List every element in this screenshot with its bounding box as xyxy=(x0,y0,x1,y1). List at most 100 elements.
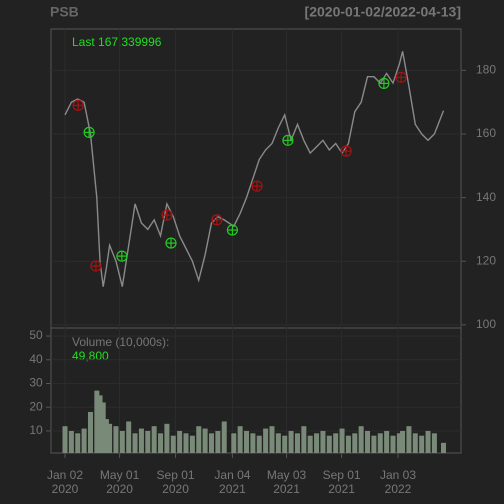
volume-bar xyxy=(288,430,294,453)
volume-bar xyxy=(68,430,74,453)
last-volume: 49,800 xyxy=(72,349,109,363)
volume-bar xyxy=(208,433,214,453)
volume-bar xyxy=(100,402,106,453)
volume-bar xyxy=(263,428,269,453)
volume-bar xyxy=(196,426,202,453)
volume-bar xyxy=(215,430,221,453)
volume-bar xyxy=(365,430,371,453)
volume-bar xyxy=(132,433,138,453)
volume-bar xyxy=(103,419,109,453)
volume-bar xyxy=(221,421,227,453)
last-price: Last 167.339996 xyxy=(72,35,162,49)
volume-bar xyxy=(87,411,93,453)
volume-bar xyxy=(183,433,189,453)
volume-bar xyxy=(94,390,100,453)
volume-bar xyxy=(301,426,307,453)
volume-bar xyxy=(126,421,132,453)
sell-signal xyxy=(251,180,263,192)
volume-bar xyxy=(425,430,431,453)
y2-tick-label: 30 xyxy=(29,376,43,390)
volume-bar xyxy=(237,426,243,453)
volume-bar xyxy=(431,433,437,453)
chart-title: PSB xyxy=(50,4,79,20)
volume-bar xyxy=(177,430,183,453)
volume-bar xyxy=(320,430,326,453)
y2-tick-label: 40 xyxy=(29,352,43,366)
x-tick-label: May 01 2020 xyxy=(100,468,140,496)
buy-signal xyxy=(83,126,95,138)
volume-bar xyxy=(170,435,176,453)
y2-tick-label: 50 xyxy=(29,328,43,342)
volume-bar xyxy=(419,435,425,453)
y2-tick-label: 10 xyxy=(29,423,43,437)
buy-signal xyxy=(165,237,177,249)
volume-bar xyxy=(189,435,195,453)
volume-bar xyxy=(275,433,281,453)
volume-bar xyxy=(145,430,151,453)
volume-bar xyxy=(119,430,125,453)
volume-bar xyxy=(333,433,339,453)
x-tick-label: Sep 01 2021 xyxy=(323,468,361,496)
volume-bar xyxy=(352,433,358,453)
buy-signal xyxy=(226,224,239,236)
volume-bar xyxy=(339,428,345,453)
volume-bar xyxy=(326,435,332,453)
y2-tick-label: 20 xyxy=(29,399,43,413)
volume-bar xyxy=(269,426,275,453)
x-tick-label: Jan 02 2020 xyxy=(47,468,83,496)
volume-bar xyxy=(377,433,383,453)
buy-signal xyxy=(282,134,294,146)
volume-bar xyxy=(390,435,396,453)
volume-bar xyxy=(396,433,402,453)
volume-bar xyxy=(107,423,113,453)
volume-bar xyxy=(345,435,351,453)
x-tick-label: Sep 01 2020 xyxy=(157,468,195,496)
volume-bar xyxy=(202,428,208,453)
date-range: [2020-01-02/2022-04-13] xyxy=(305,4,461,20)
volume-bar xyxy=(307,435,313,453)
volume-bar xyxy=(250,433,256,453)
sell-signal xyxy=(340,145,352,157)
volume-bar xyxy=(371,435,377,453)
y-tick-label: 100 xyxy=(476,317,496,331)
volume-bar xyxy=(294,433,300,453)
y-tick-label: 140 xyxy=(476,190,496,204)
x-tick-label: May 03 2021 xyxy=(267,468,307,496)
volume-bar xyxy=(400,430,406,453)
sell-signal xyxy=(211,214,223,226)
volume-bar xyxy=(282,435,288,453)
volume-bar xyxy=(75,433,81,453)
volume-bar xyxy=(138,428,144,453)
volume-bar xyxy=(231,433,237,453)
volume-label: Volume (10,000s): xyxy=(72,335,169,349)
x-tick-label: Jan 04 2021 xyxy=(214,468,250,496)
sell-signal xyxy=(72,99,84,111)
volume-bar xyxy=(406,426,412,453)
y-tick-label: 120 xyxy=(476,253,496,267)
sell-signal xyxy=(395,71,407,83)
sell-signal xyxy=(161,209,173,221)
volume-bar xyxy=(384,430,390,453)
volume-bar xyxy=(62,426,68,453)
buy-signal xyxy=(116,250,128,262)
volume-panel xyxy=(50,327,462,454)
volume-bar xyxy=(151,426,157,453)
y-tick-label: 180 xyxy=(476,63,496,77)
volume-bar xyxy=(358,426,364,453)
volume-bar xyxy=(256,435,262,453)
volume-bar xyxy=(158,433,164,453)
volume-bar xyxy=(97,395,103,453)
y-tick-label: 160 xyxy=(476,126,496,140)
x-tick-label: Jan 03 2022 xyxy=(380,468,416,496)
volume-bar xyxy=(441,442,446,453)
buy-signal xyxy=(378,77,390,89)
volume-bar xyxy=(244,430,250,453)
volume-bar xyxy=(81,428,87,453)
volume-bar xyxy=(412,433,418,453)
volume-bar xyxy=(314,433,320,453)
volume-bar xyxy=(164,423,170,453)
volume-bar xyxy=(113,426,119,453)
sell-signal xyxy=(90,260,102,272)
